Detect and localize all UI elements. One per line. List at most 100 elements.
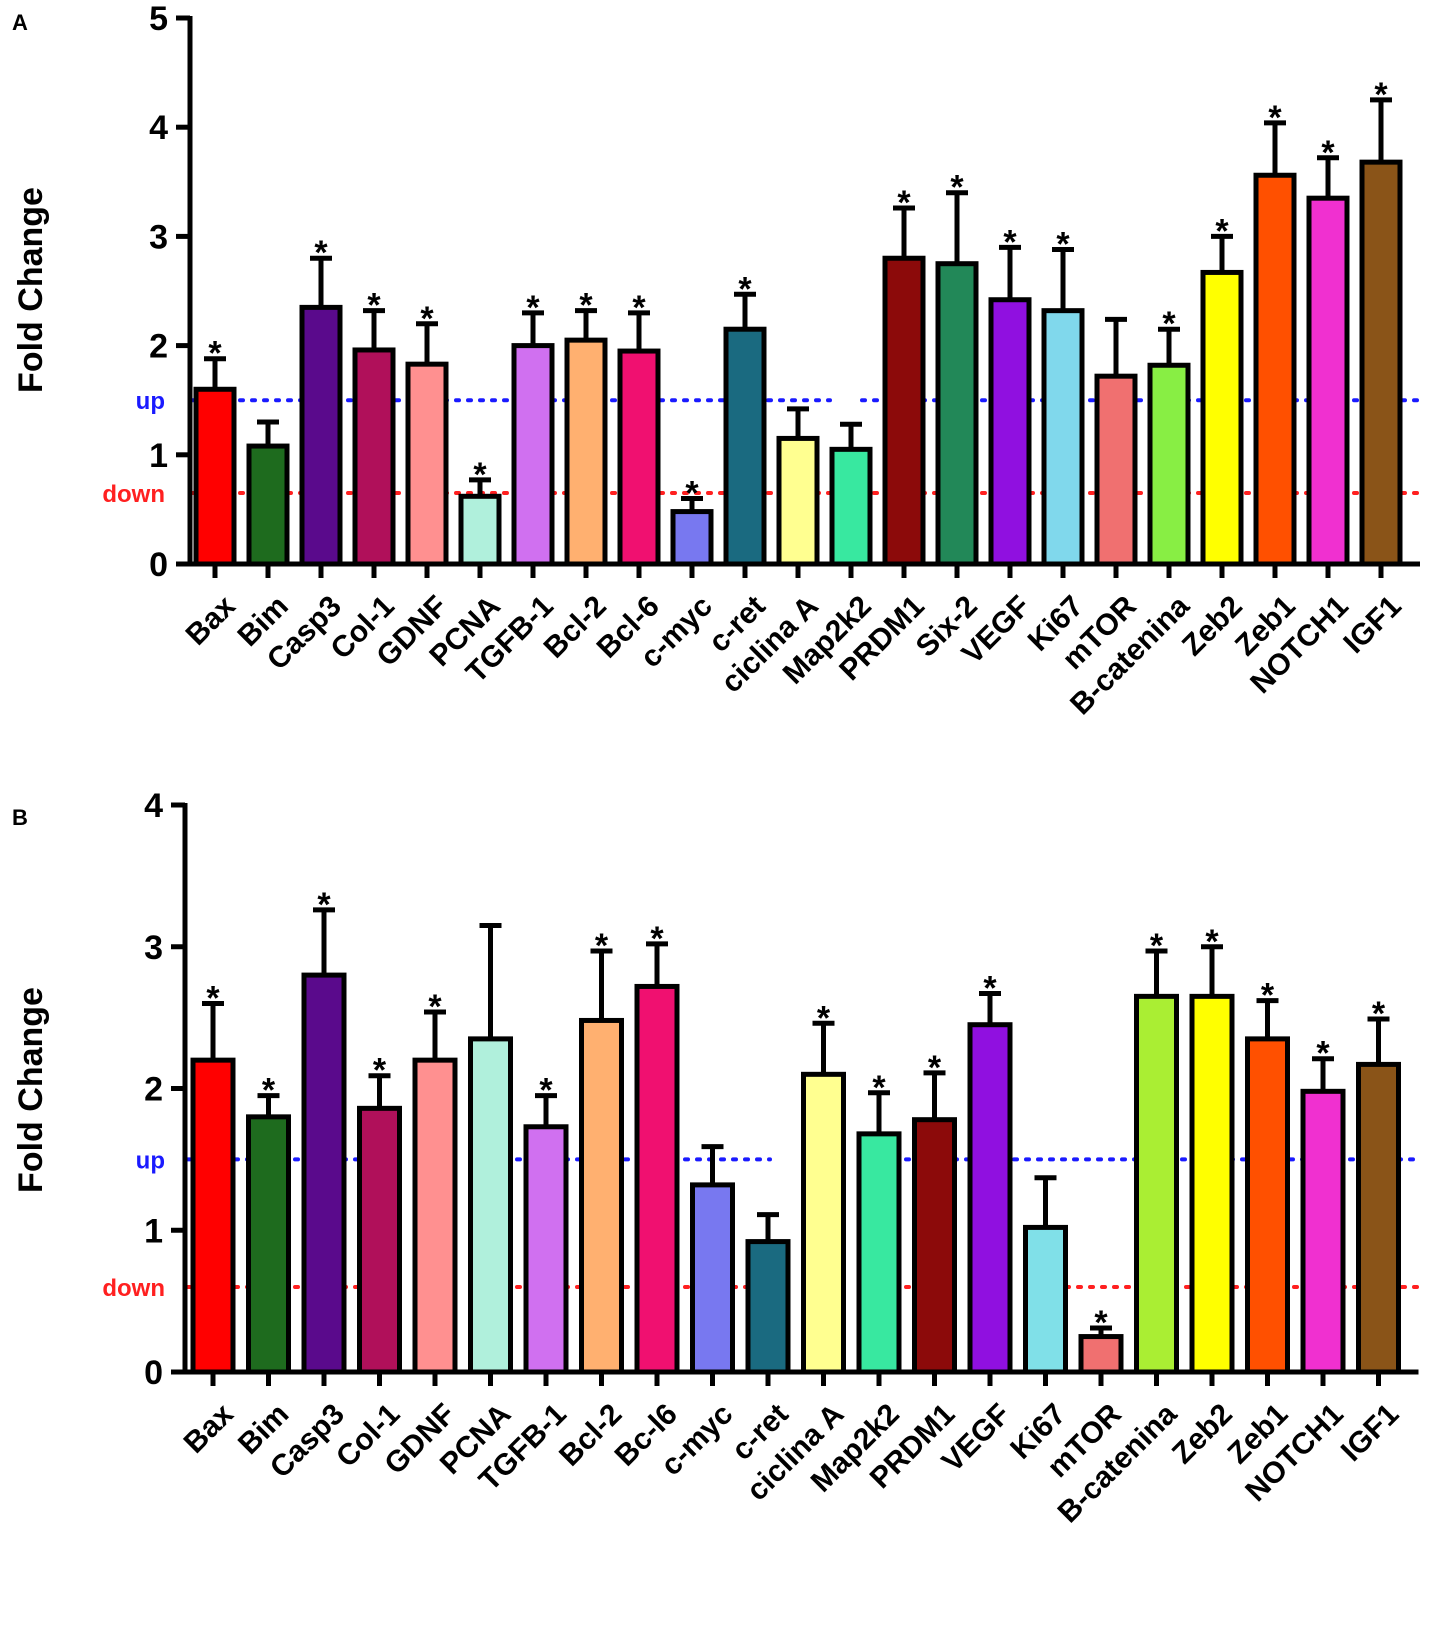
x-tick-label: IGF1 — [1337, 590, 1407, 660]
bar-vegf — [967, 1022, 1013, 1375]
significance-star: * — [314, 234, 328, 272]
x-tick-label: Zeb2 — [1166, 1398, 1239, 1471]
significance-star: * — [367, 287, 381, 325]
significance-star: * — [1372, 995, 1386, 1033]
bar-prdm1 — [912, 1117, 957, 1375]
bar-tgfb-1 — [523, 1124, 569, 1375]
significance-star: * — [420, 300, 434, 338]
y-tick-label: 0 — [149, 546, 168, 584]
bar-c-myc — [690, 1182, 735, 1375]
y-tick-label: 0 — [144, 1354, 163, 1392]
bar-zeb2 — [1200, 269, 1244, 567]
significance-star: * — [206, 979, 220, 1017]
bar-bax — [193, 386, 237, 567]
significance-star: * — [650, 920, 664, 958]
bar-pcna — [468, 1036, 513, 1375]
bar-igf1 — [1356, 1061, 1401, 1375]
bar-b-catenina — [1147, 362, 1191, 567]
significance-star: * — [473, 456, 487, 494]
significance-star: * — [1261, 977, 1275, 1015]
bar-prdm1 — [882, 255, 926, 567]
bar-pcna — [458, 493, 502, 567]
bar-bcl-2 — [579, 1017, 624, 1375]
significance-star: * — [928, 1049, 942, 1087]
bar-igf1 — [1359, 159, 1403, 567]
bar-bim — [246, 443, 290, 567]
significance-star: * — [1268, 99, 1282, 137]
threshold-label-down: down — [102, 481, 165, 508]
y-tick-label: 3 — [149, 218, 168, 256]
significance-star: * — [1094, 1304, 1108, 1342]
significance-star: * — [579, 287, 593, 325]
panel-b: B Fold Change up down * * * * * * * * * * * * * * * * * * 0 1 2 3… — [12, 787, 1421, 1529]
significance-star: * — [1215, 212, 1229, 250]
significance-star: * — [208, 335, 222, 373]
y-axis-label: Fold Change — [12, 987, 50, 1193]
significance-star: * — [817, 999, 831, 1037]
x-tick-label: Bax — [180, 589, 242, 651]
bar-casp3 — [299, 304, 343, 567]
significance-star: * — [1150, 927, 1164, 965]
x-tick-label: Zeb2 — [1176, 590, 1249, 663]
bar-ki67 — [1023, 1224, 1068, 1375]
y-tick-label: 4 — [149, 109, 168, 147]
bar-zeb2 — [1189, 993, 1235, 1375]
y-tick-label: 3 — [144, 929, 163, 967]
y-tick-label: 5 — [149, 0, 168, 38]
y-tick-label: 1 — [144, 1212, 163, 1250]
y-tick-label: 4 — [144, 787, 163, 825]
significance-star: * — [872, 1069, 886, 1107]
x-tick-label: Bax — [178, 1397, 240, 1459]
panel-letter: A — [12, 10, 28, 35]
significance-star: * — [738, 270, 752, 308]
significance-star: * — [950, 169, 964, 207]
bar-bcl-6 — [617, 348, 661, 567]
threshold-label-down: down — [102, 1275, 165, 1302]
bar-col-1 — [357, 1105, 402, 1375]
significance-star: * — [428, 988, 442, 1026]
significance-star: * — [1003, 223, 1017, 261]
bar-c-ret — [723, 326, 767, 567]
significance-star: * — [1316, 1035, 1330, 1073]
bar-ciclina a — [801, 1071, 846, 1375]
y-tick-label: 2 — [149, 328, 168, 366]
bar-col-1 — [352, 347, 396, 567]
bar-zeb1 — [1245, 1036, 1290, 1375]
x-tick-label: IGF1 — [1335, 1398, 1405, 1468]
bar-mtor — [1094, 373, 1138, 567]
bar-bc-l6 — [634, 983, 680, 1375]
y-axis-label: Fold Change — [12, 187, 50, 393]
bar-six-2 — [935, 261, 979, 567]
bar-b-catenina — [1134, 993, 1179, 1375]
y-tick-label: 2 — [144, 1071, 163, 1109]
bar-ki67 — [1041, 308, 1085, 567]
bar-notch1 — [1306, 195, 1350, 567]
bar-notch1 — [1300, 1088, 1346, 1375]
significance-star: * — [262, 1072, 276, 1110]
threshold-label-up: up — [136, 1147, 165, 1174]
significance-star: * — [317, 886, 331, 924]
significance-star: * — [526, 289, 540, 327]
bar-ciclina a — [776, 435, 820, 567]
significance-star: * — [1162, 305, 1176, 343]
significance-star: * — [539, 1072, 553, 1110]
bar-bax — [190, 1057, 236, 1375]
significance-star: * — [983, 970, 997, 1008]
bar-gdnf — [412, 1057, 458, 1375]
bar-gdnf — [405, 361, 449, 567]
panel-letter: B — [12, 805, 28, 830]
x-tick-label: Bcl-2 — [553, 1398, 628, 1473]
bar-c-myc — [670, 509, 714, 567]
bar-map2k2 — [856, 1131, 902, 1375]
significance-star: * — [1374, 76, 1388, 114]
significance-star: * — [1056, 226, 1070, 264]
threshold-label-up: up — [136, 388, 165, 415]
bar-zeb1 — [1253, 172, 1297, 567]
bar-bim — [246, 1114, 291, 1375]
bar-vegf — [988, 297, 1032, 567]
bar-casp3 — [301, 972, 347, 1375]
significance-star: * — [595, 927, 609, 965]
bar-tgfb-1 — [511, 343, 555, 567]
significance-star: * — [1321, 134, 1335, 172]
